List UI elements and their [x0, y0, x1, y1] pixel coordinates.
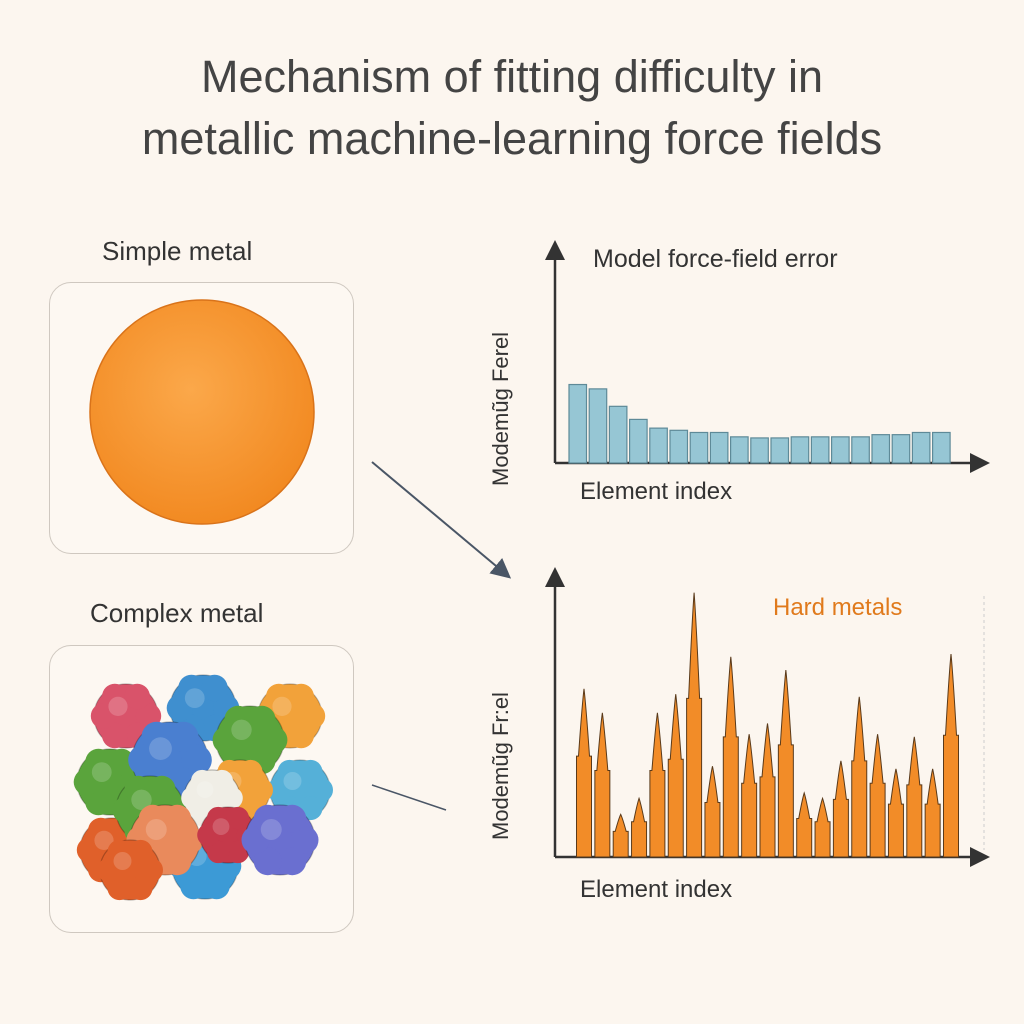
- top-chart-title: Model force-field error: [593, 245, 838, 273]
- connector-complex-to-chart: [371, 784, 447, 811]
- title-line-1: Mechanism of fitting difficulty in: [201, 51, 823, 102]
- bottom-chart-peaks: [576, 592, 959, 858]
- bottom-chart-peak: [741, 734, 758, 858]
- bottom-chart-peak: [576, 688, 592, 858]
- hard-metals-label: Hard metals: [773, 594, 903, 621]
- bottom-chart-peak: [851, 696, 868, 858]
- bottom-chart-peak: [924, 768, 941, 858]
- simple-metal-sphere: [89, 299, 315, 525]
- bottom-chart-peak: [869, 734, 886, 858]
- bottom-chart-peak: [832, 760, 849, 858]
- arrow-simple-to-chart: [371, 461, 512, 579]
- bottom-chart-peak: [594, 712, 611, 858]
- top-chart-bars: [568, 383, 951, 464]
- bottom-chart-peak: [887, 768, 904, 858]
- top-chart-bar: [911, 431, 931, 464]
- top-chart-y-label: Modemũg Ferel: [488, 331, 513, 486]
- top-chart-bar: [790, 436, 810, 464]
- top-chart-bar: [931, 431, 951, 464]
- atom-blob: [241, 804, 319, 876]
- bottom-chart-peak: [667, 694, 684, 858]
- bottom-chart-peak: [906, 736, 923, 858]
- top-chart-bar: [669, 429, 689, 464]
- top-chart-bar: [689, 431, 709, 464]
- bottom-chart-peak: [686, 592, 703, 858]
- atom-blob: [97, 839, 163, 901]
- bottom-chart-peak: [759, 723, 776, 858]
- top-chart-bar: [608, 405, 628, 464]
- bottom-chart-peak: [814, 796, 831, 858]
- top-chart-bar: [871, 434, 891, 464]
- top-chart-bar: [770, 437, 790, 464]
- complex-metal-label: Complex metal: [90, 598, 264, 628]
- top-chart-bar: [810, 436, 830, 464]
- top-chart-bar: [891, 434, 911, 464]
- bottom-chart-x-label: Element index: [580, 876, 733, 903]
- bottom-chart-peak: [796, 791, 813, 858]
- bottom-chart-peak: [704, 766, 721, 858]
- bottom-chart-peak: [943, 654, 959, 858]
- bottom-chart-peak: [777, 670, 794, 858]
- bottom-chart-peak: [722, 656, 739, 858]
- bottom-chart-y-label: Modemũg Fr:el: [488, 692, 513, 840]
- simple-metal-label: Simple metal: [102, 236, 253, 266]
- top-chart-bar: [729, 436, 749, 464]
- top-chart-bar: [750, 437, 769, 464]
- top-chart-bar: [649, 427, 668, 464]
- top-chart-bar: [588, 388, 608, 464]
- bottom-chart-peak: [649, 712, 666, 858]
- top-chart-bar: [628, 418, 648, 464]
- bottom-chart-peak: [612, 813, 629, 858]
- complex-metal-cluster: [73, 674, 333, 901]
- top-chart-x-label: Element index: [580, 478, 733, 505]
- top-chart-bar: [830, 436, 850, 464]
- title-line-2: metallic machine-learning force fields: [141, 113, 883, 164]
- atom-blob: [212, 705, 288, 775]
- top-chart-bar: [709, 431, 729, 464]
- atom-blob: [90, 683, 162, 749]
- top-chart-bar: [568, 383, 588, 464]
- bottom-chart-peak: [631, 796, 648, 858]
- top-chart-bar: [851, 436, 870, 464]
